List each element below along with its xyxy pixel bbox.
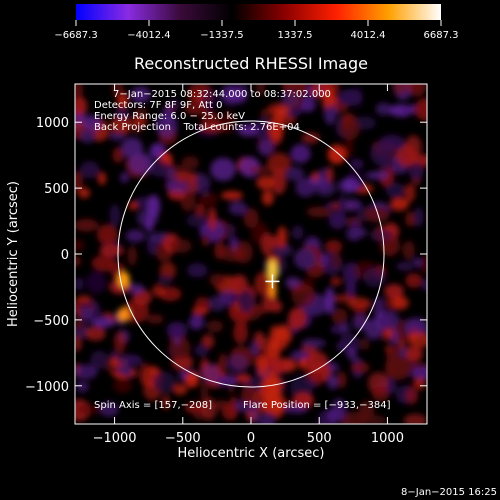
- annotation-detectors: Detectors: 7F 8F 9F, Att 0: [94, 100, 222, 111]
- colorbar-tick-label: 4012.4: [351, 30, 386, 41]
- x-axis-label: Heliocentric X (arcsec): [178, 446, 325, 461]
- x-axis-ticks: −1000 −500 0 500 1000: [93, 84, 404, 446]
- annotation-time: 7−Jan−2015 08:32:44.000 to 08:37:02.000: [113, 89, 331, 100]
- x-tick-label: −1000: [93, 431, 137, 446]
- colorbar-tick-label: −4012.4: [127, 30, 170, 41]
- image-blobs: [75, 84, 427, 424]
- timestamp: 8−Jan−2015 16:25: [401, 487, 497, 498]
- y-tick-label: 0: [61, 248, 69, 263]
- y-tick-label: 1000: [36, 116, 69, 131]
- y-tick-label: 500: [44, 182, 69, 197]
- x-tick-label: 1000: [371, 431, 404, 446]
- solar-limb-circle: [117, 120, 385, 388]
- colorbar-tick-label: 6687.3: [424, 30, 459, 41]
- y-tick-label: −1000: [25, 380, 69, 395]
- spin-axis-marker: [265, 274, 280, 289]
- colorbar-tick-label: 1337.5: [278, 30, 313, 41]
- chart-title: Reconstructed RHESSI Image: [134, 54, 368, 73]
- annotation-method-counts: Back Projection Total counts: 2.76E+04: [94, 122, 300, 133]
- x-tick-label: 500: [307, 431, 332, 446]
- plot-area: [75, 84, 427, 424]
- footer-spin-axis: Spin Axis = [157,−208]: [94, 400, 212, 411]
- colorbar-tick-label: −6687.3: [54, 30, 97, 41]
- annotation-energy: Energy Range: 6.0 − 25.0 keV: [94, 111, 245, 122]
- colorbar: [76, 4, 441, 20]
- y-tick-label: −500: [33, 314, 69, 329]
- x-tick-label: −500: [165, 431, 201, 446]
- y-axis-label: Heliocentric Y (arcsec): [6, 181, 21, 327]
- colorbar-tick-label: −1337.5: [200, 30, 243, 41]
- footer-flare-position: Flare Position = [−933,−384]: [243, 400, 391, 411]
- y-axis-ticks: −1000 −500 0 500 1000: [25, 116, 427, 395]
- x-tick-label: 0: [247, 431, 255, 446]
- colorbar-ticks: −6687.3 −4012.4 −1337.5 1337.5 4012.4 6687.3: [54, 20, 459, 41]
